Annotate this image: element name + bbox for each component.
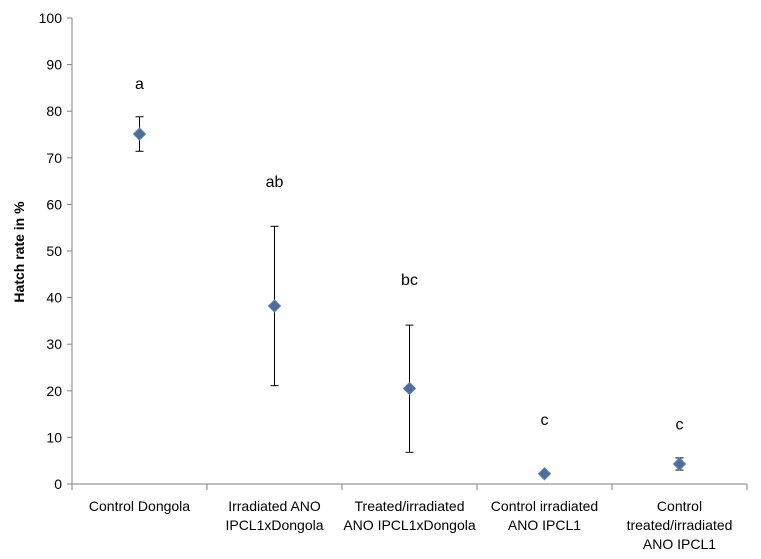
y-tick-label: 60 xyxy=(46,196,62,212)
y-tick-label: 40 xyxy=(46,290,62,306)
category-label: Control irradiated ANO IPCL1 xyxy=(491,498,598,533)
significance-label: a xyxy=(135,76,144,93)
y-tick-label: 0 xyxy=(54,476,62,492)
data-point-diamond xyxy=(402,381,417,396)
y-tick-label: 10 xyxy=(46,429,62,445)
y-tick-label: 80 xyxy=(46,103,62,119)
x-axis-categories: Control Dongola Irradiated ANO IPCL1xDongo… xyxy=(89,498,733,552)
y-tick-label: 30 xyxy=(46,336,62,352)
category-label: Treated/irradiated ANO IPCL1xDongola xyxy=(343,498,476,533)
data-point-diamond xyxy=(267,299,282,313)
significance-label: ab xyxy=(266,174,284,191)
y-tick-label: 50 xyxy=(46,243,62,259)
error-bars xyxy=(135,116,684,471)
y-tick-label: 20 xyxy=(46,383,62,399)
significance-label: bc xyxy=(401,272,418,289)
significance-labels: a ab bc c c xyxy=(135,76,683,433)
significance-label: c xyxy=(676,416,684,433)
y-axis-title: Hatch rate in % xyxy=(11,201,27,303)
y-tick-label: 100 xyxy=(39,10,63,26)
y-tick-label: 70 xyxy=(46,150,62,166)
data-point-diamond xyxy=(672,457,687,471)
data-point-diamond xyxy=(537,467,552,481)
y-tick-label: 90 xyxy=(46,57,62,73)
significance-label: c xyxy=(541,412,549,429)
category-label: Control treated/irradiated ANO IPCL1 xyxy=(627,498,733,552)
category-label: Control Dongola xyxy=(89,498,190,514)
data-points xyxy=(132,127,687,481)
category-label: Irradiated ANO IPCL1xDongola xyxy=(225,498,323,533)
data-point-diamond xyxy=(132,127,147,141)
y-axis-ticks: 0 10 20 30 40 50 60 70 80 90 100 xyxy=(39,10,72,492)
